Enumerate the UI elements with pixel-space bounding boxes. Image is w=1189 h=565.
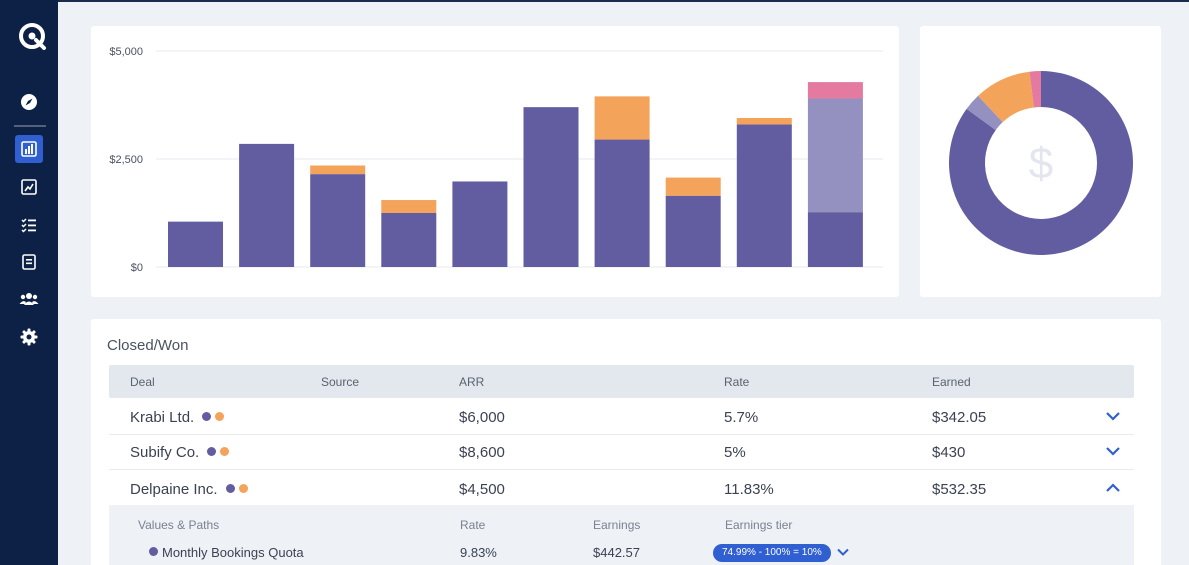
nav-bar-chart[interactable] <box>0 134 58 164</box>
header-rate[interactable]: Rate <box>724 375 750 389</box>
bar-segment[interactable] <box>665 177 721 196</box>
document-icon <box>22 254 36 270</box>
nav-users[interactable] <box>0 284 58 314</box>
bar-segment[interactable] <box>594 139 650 267</box>
gear-icon <box>20 328 38 346</box>
detail-path-name: Monthly Bookings Quota <box>149 545 304 560</box>
bar-segment[interactable] <box>523 107 579 267</box>
donut-slice[interactable] <box>1029 71 1041 108</box>
deal-name: Subify Co. <box>130 444 200 461</box>
table-row[interactable]: Subify Co. $8,600 5% $430 <box>109 434 1134 470</box>
closed-won-card: Closed/Won Deal Source ARR Rate Earned K… <box>91 319 1161 565</box>
earnings-tier-badge: 74.99% - 100% = 10% <box>713 544 831 562</box>
donut-slice[interactable] <box>966 95 1003 131</box>
compass-icon <box>21 94 37 110</box>
chevron-up-icon[interactable] <box>1104 479 1122 497</box>
nav-compass[interactable] <box>0 87 58 117</box>
detail-header-values-paths: Values & Paths <box>138 518 220 532</box>
rate-cell: 11.83% <box>724 481 774 498</box>
donut-chart: $ <box>949 71 1133 255</box>
table-header: Deal Source ARR Rate Earned <box>109 365 1134 398</box>
bar-segment[interactable] <box>736 124 792 267</box>
earned-cell: $430 <box>932 444 966 461</box>
source-dot-icon <box>238 484 248 493</box>
rate-cell: 5.7% <box>724 409 759 426</box>
earned-cell: $342.05 <box>932 409 987 426</box>
y-tick-label: $0 <box>131 262 143 274</box>
bar-segment[interactable] <box>310 174 366 267</box>
rate-cell: 5% <box>724 444 746 461</box>
detail-earnings: $442.57 <box>593 545 640 560</box>
bar-segment[interactable] <box>807 98 863 213</box>
arr-cell: $6,000 <box>459 409 505 426</box>
top-border <box>58 0 1189 2</box>
arr-cell: $8,600 <box>459 444 505 461</box>
bar-segment[interactable] <box>381 213 437 267</box>
deal-name: Delpaine Inc. <box>130 481 218 498</box>
detail-rate: 9.83% <box>460 545 497 560</box>
table-row[interactable]: Krabi Ltd. $6,000 5.7% $342.05 <box>109 399 1134 435</box>
donut-slice[interactable] <box>978 71 1034 123</box>
bar-segment[interactable] <box>594 96 650 140</box>
source-dot-icon <box>207 447 217 456</box>
section-title: Closed/Won <box>107 337 189 354</box>
detail-header-rate: Rate <box>460 518 486 532</box>
nav-settings[interactable] <box>0 322 58 352</box>
tier-chevron-down-icon[interactable] <box>836 545 850 559</box>
source-dot-icon <box>215 412 225 421</box>
app-logo-icon[interactable] <box>16 20 48 52</box>
sidebar-divider <box>14 125 46 127</box>
y-tick-label: $2,500 <box>109 154 143 166</box>
bar-segment[interactable] <box>381 200 437 213</box>
source-dot-icon <box>202 412 212 421</box>
deal-cell: Krabi Ltd. <box>130 409 225 426</box>
arr-cell: $4,500 <box>459 481 505 498</box>
deal-cell: Delpaine Inc. <box>130 481 248 498</box>
earned-cell: $532.35 <box>932 481 987 498</box>
detail-header-earnings: Earnings <box>593 518 641 532</box>
donut-slice[interactable] <box>949 71 1133 255</box>
header-earned[interactable]: Earned <box>932 375 971 389</box>
source-dot-icon <box>220 447 230 456</box>
header-arr[interactable]: ARR <box>459 375 485 389</box>
bar-segment[interactable] <box>452 181 508 267</box>
chevron-down-icon[interactable] <box>1104 407 1122 425</box>
table-row[interactable]: Delpaine Inc. $4,500 11.83% $532.35 <box>109 471 1134 507</box>
bar-segment[interactable] <box>310 165 366 175</box>
chevron-down-icon[interactable] <box>1104 442 1122 460</box>
deal-cell: Subify Co. <box>130 444 230 461</box>
nav-trend[interactable] <box>0 172 58 202</box>
detail-path-label: Monthly Bookings Quota <box>162 545 304 560</box>
path-dot-icon <box>149 547 158 556</box>
bar-segment[interactable] <box>736 117 792 125</box>
y-tick-label: $5,000 <box>109 46 143 58</box>
nav-document[interactable] <box>0 247 58 277</box>
donut-chart-card: $ <box>920 26 1161 297</box>
source-dot-icon <box>225 484 235 493</box>
deal-detail-panel: Values & Paths Rate Earnings Earnings ti… <box>109 505 1134 565</box>
trend-icon <box>21 179 37 195</box>
header-deal[interactable]: Deal <box>130 375 155 389</box>
users-icon <box>19 293 39 305</box>
sidebar <box>0 0 58 565</box>
bar-chart: $5,000 $2,500 $0 <box>109 46 883 274</box>
deal-name: Krabi Ltd. <box>130 409 195 426</box>
nav-checklist[interactable] <box>0 210 58 240</box>
bar-chart-icon <box>21 141 37 157</box>
bar-segment[interactable] <box>665 195 721 267</box>
bar-segment[interactable] <box>168 221 223 267</box>
detail-header-tier: Earnings tier <box>725 518 793 532</box>
bar-segment[interactable] <box>807 82 863 99</box>
header-source[interactable]: Source <box>321 375 360 389</box>
checklist-icon <box>21 218 36 233</box>
bar-segment[interactable] <box>807 212 863 267</box>
bar-segment[interactable] <box>239 143 295 267</box>
bar-chart-card: $5,000 $2,500 $0 <box>91 26 899 297</box>
dollar-icon: $ <box>1029 139 1053 188</box>
